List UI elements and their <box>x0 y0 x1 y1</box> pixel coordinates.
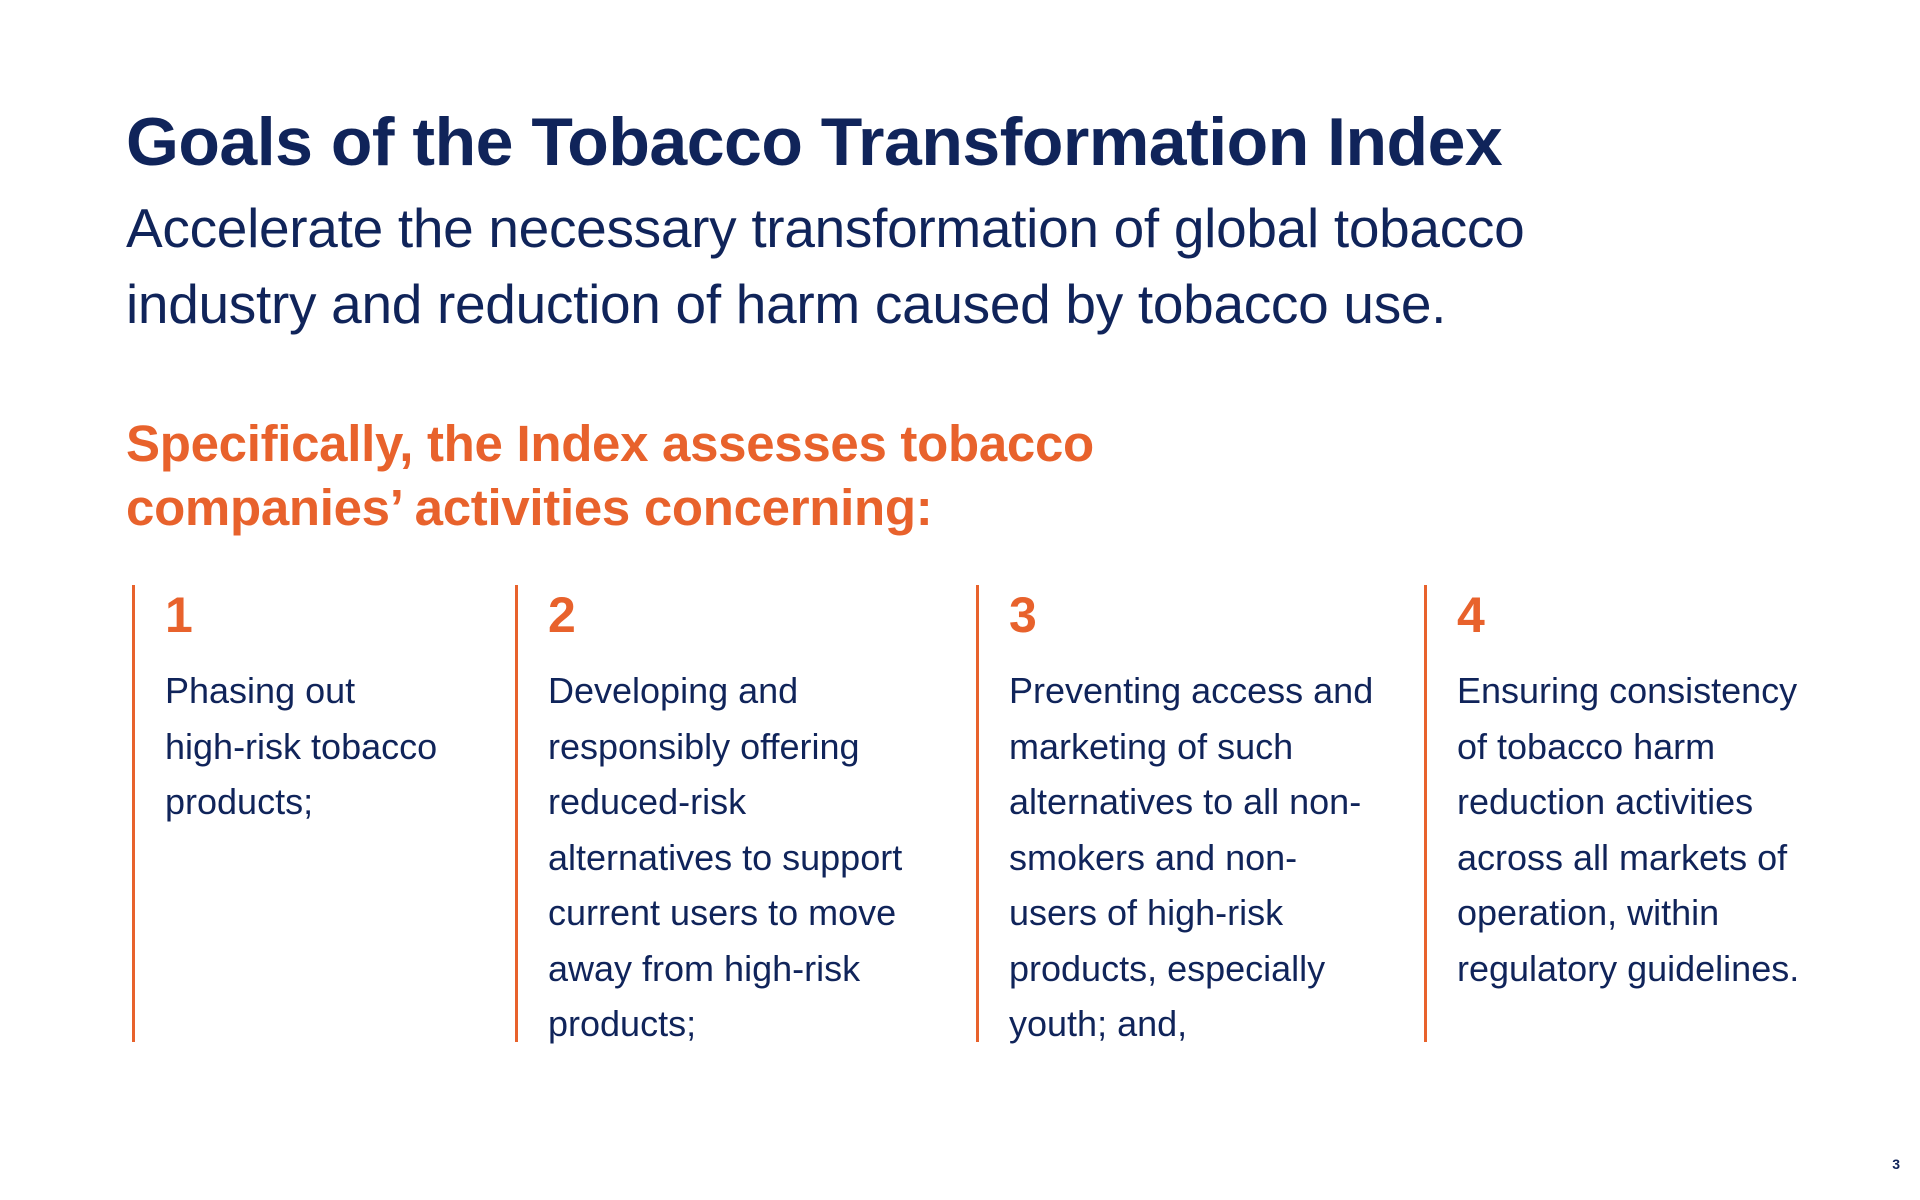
intro-heading: Specifically, the Index assesses tobacco… <box>126 415 1094 536</box>
slide-subtitle: Accelerate the necessary transformation … <box>126 197 1525 335</box>
page-number: 3 <box>1892 1156 1900 1172</box>
goal-description: Ensuring consistency of tobacco harm red… <box>1457 670 1800 989</box>
goal-column-1: 1 Phasing out high-risk tobacco products… <box>132 585 492 1042</box>
goal-column-2: 2 Developing and responsibly offering re… <box>515 585 955 1044</box>
goal-column-3: 3 Preventing access and marketing of suc… <box>976 585 1406 1044</box>
goal-number: 3 <box>1009 587 1037 643</box>
goal-number: 1 <box>165 587 193 643</box>
slide-title: Goals of the Tobacco Transformation Inde… <box>126 104 1503 180</box>
goal-number: 2 <box>548 587 576 643</box>
goal-description: Developing and responsibly offering redu… <box>548 670 903 1044</box>
goal-number: 4 <box>1457 587 1485 643</box>
goal-column-4: 4 Ensuring consistency of tobacco harm r… <box>1424 585 1844 1042</box>
goal-description: Preventing access and marketing of such … <box>1009 670 1374 1044</box>
goal-description: Phasing out high-risk tobacco products; <box>165 670 438 822</box>
